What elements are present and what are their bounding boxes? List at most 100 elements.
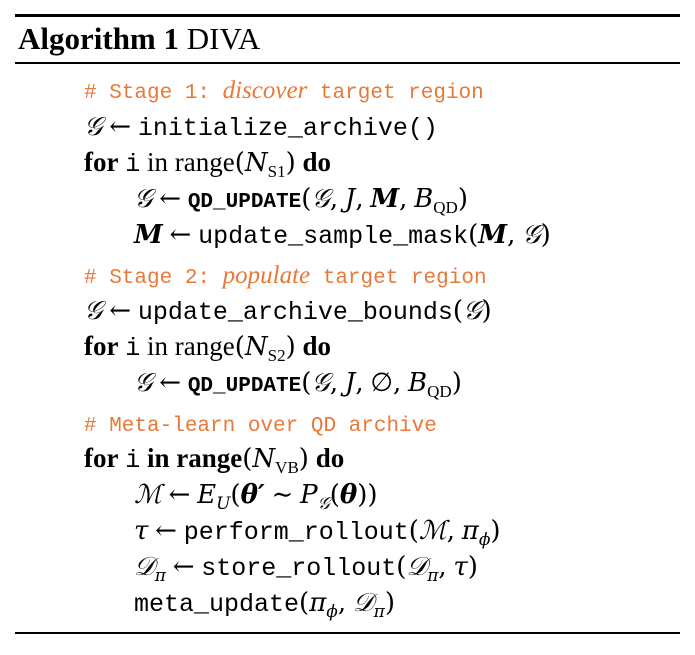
task-distribution-symbol: ℳ: [134, 480, 162, 510]
keyword-in: in: [147, 443, 170, 473]
algorithm-label: Algorithm 1: [18, 21, 180, 56]
loop-variable: i: [125, 150, 141, 179]
function-name: QD_UPDATE: [187, 191, 302, 214]
assign-arrow: ←: [109, 296, 132, 326]
line-body: for i in range(NS2) do: [84, 331, 332, 365]
empty-set-symbol: ∅: [370, 368, 394, 398]
comment-stage-3-text: # Meta-learn over QD archive: [84, 404, 437, 445]
line-body: ℳ ← EU(θ′ ∼ P𝒢(θ)): [134, 480, 378, 514]
keyword-in: in: [147, 331, 169, 361]
iteration-count: N: [252, 444, 276, 474]
line-body: 𝒢 ← initialize_archive(): [84, 108, 438, 147]
keyword-range: range: [176, 443, 243, 473]
assign-arrow: ←: [155, 516, 177, 546]
assign-arrow: ←: [109, 112, 132, 142]
title-rule: [15, 62, 680, 64]
function-name: meta_update: [134, 590, 300, 619]
subscript: ϕ: [478, 530, 491, 550]
line-body: 𝒢 ← QD_UPDATE(𝒢, J, M, BQD): [134, 184, 468, 217]
bottom-rule: [15, 632, 680, 634]
theta-prime-symbol: θ′: [240, 480, 265, 510]
archive-symbol: 𝒢: [134, 184, 153, 214]
keyword-for: for: [84, 147, 119, 177]
archive-symbol: 𝒢: [84, 296, 103, 326]
archive-symbol: 𝒢: [311, 368, 330, 398]
function-name: initialize_archive(): [137, 114, 438, 143]
comment-stage-2-text: # Stage 2: populate target region: [84, 256, 487, 297]
archive-symbol: 𝒢: [84, 112, 103, 142]
line-body: 𝒟π ← store_rollout(𝒟π, τ): [134, 552, 478, 586]
subscript: VB: [275, 458, 299, 477]
iteration-count: N: [244, 332, 268, 362]
archive-symbol: 𝒢: [134, 368, 153, 398]
function-name: update_sample_mask: [198, 222, 469, 251]
function-name: QD_UPDATE: [187, 375, 302, 398]
trajectory-symbol: τ: [134, 516, 149, 546]
loop-variable: i: [125, 446, 141, 475]
expectation-symbol: E: [197, 480, 217, 510]
function-name: store_rollout: [201, 554, 397, 583]
subscript: S1: [267, 162, 286, 181]
comment-suffix: target region: [307, 82, 484, 105]
buffer-symbol: 𝒟: [352, 588, 374, 618]
comment-emphasis: discover: [222, 77, 308, 104]
assign-arrow: ←: [172, 552, 195, 582]
assign-arrow: ←: [169, 220, 192, 250]
subscript: U: [216, 494, 231, 514]
line-body: meta_update(πϕ, 𝒟π): [134, 588, 395, 622]
batch-symbol: B: [408, 368, 428, 398]
subscript: π: [427, 566, 439, 586]
buffer-symbol: 𝒟: [406, 552, 428, 582]
objective-symbol: J: [344, 368, 356, 398]
buffer-symbol: 𝒟: [134, 552, 155, 582]
assign-arrow: ←: [159, 184, 182, 214]
function-name: update_archive_bounds: [137, 298, 453, 327]
line-body: τ ← perform_rollout(ℳ, πϕ): [134, 516, 501, 550]
sim-symbol: ∼: [271, 480, 294, 510]
iteration-count: N: [244, 148, 268, 178]
mask-symbol: M: [134, 220, 163, 250]
trajectory-symbol: τ: [453, 552, 468, 582]
line-body: for i in range(NVB) do: [84, 443, 345, 477]
algorithm-title: Algorithm 1 DIVA: [18, 18, 260, 60]
keyword-do: do: [302, 147, 332, 177]
subscript: QD: [433, 198, 458, 217]
function-name: perform_rollout: [183, 518, 409, 547]
assign-arrow: ←: [159, 368, 182, 398]
subscript: 𝒢: [317, 494, 330, 514]
policy-symbol: π: [461, 516, 479, 546]
comment-emphasis: populate: [222, 262, 311, 289]
task-distribution-symbol: ℳ: [418, 516, 447, 546]
batch-symbol: B: [414, 184, 434, 214]
keyword-range: range: [174, 331, 235, 361]
archive-symbol: 𝒢: [522, 220, 541, 250]
comment-prefix: # Stage 1:: [84, 82, 223, 105]
top-rule: [15, 14, 680, 17]
loop-variable: i: [125, 334, 141, 363]
comment-suffix: target region: [310, 267, 487, 290]
keyword-for: for: [84, 331, 119, 361]
objective-symbol: J: [344, 184, 356, 214]
mask-symbol: M: [370, 184, 400, 214]
policy-symbol: π: [309, 588, 327, 618]
line-body: 𝒢 ← update_archive_bounds(𝒢): [84, 296, 492, 327]
subscript: S2: [267, 346, 286, 365]
probability-symbol: P: [300, 480, 318, 510]
subscript: π: [373, 602, 385, 622]
line-body: 𝒢 ← QD_UPDATE(𝒢, J, ∅, BQD): [134, 368, 462, 401]
subscript: π: [154, 566, 166, 586]
archive-symbol: 𝒢: [311, 184, 330, 214]
keyword-do: do: [315, 443, 345, 473]
assign-arrow: ←: [168, 480, 191, 510]
archive-symbol: 𝒢: [463, 296, 482, 326]
subscript: QD: [427, 382, 452, 401]
algorithm-name: DIVA: [186, 21, 261, 56]
line-body: M ← update_sample_mask(M, 𝒢): [134, 220, 551, 251]
comment-prefix: # Stage 2:: [84, 267, 223, 290]
keyword-range: range: [174, 147, 235, 177]
keyword-for: for: [84, 443, 119, 473]
keyword-in: in: [147, 147, 169, 177]
mask-symbol: M: [478, 220, 508, 250]
keyword-do: do: [302, 331, 332, 361]
